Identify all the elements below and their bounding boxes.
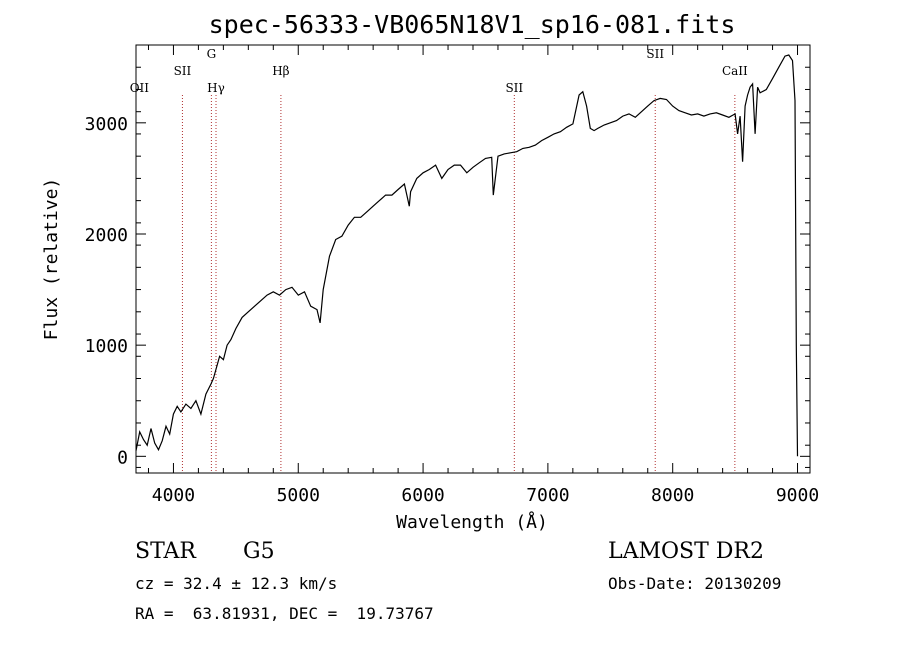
object-subclass: G5 (243, 539, 275, 564)
plot-frame (135, 44, 811, 474)
x-tick-label: 5000 (277, 485, 320, 506)
object-class: STAR (135, 539, 196, 564)
y-tick-label: 2000 (85, 225, 128, 246)
x-tick-label: 8000 (651, 485, 694, 506)
observation-date: Obs-Date: 20130209 (608, 574, 782, 593)
x-tick-label: 7000 (526, 485, 569, 506)
y-tick-label: 3000 (85, 114, 128, 135)
spectral-line-label: SII (174, 64, 192, 78)
spectral-line-label: OII (130, 81, 150, 95)
y-tick-label: 0 (117, 447, 128, 468)
spectrum-line (135, 54, 799, 457)
redshift-velocity: cz = 32.4 ± 12.3 km/s (135, 574, 338, 593)
x-tick-label: 4000 (152, 485, 195, 506)
coordinates: RA = 63.81931, DEC = 19.73767 (135, 604, 434, 623)
survey-name: LAMOST DR2 (608, 539, 764, 564)
spectral-line-label: SII (646, 47, 664, 61)
x-axis-label: Wavelength (Å) (396, 511, 548, 533)
chart-title: spec-56333-VB065N18V1_sp16-081.fits (209, 10, 736, 39)
spectral-line-label: CaII (722, 64, 748, 78)
y-axis-label: Flux (relative) (41, 178, 62, 341)
spectral-line-label: Hγ (207, 81, 225, 95)
x-tick-label: 9000 (776, 485, 819, 506)
spectral-line-label: Hβ (272, 64, 289, 78)
spectral-line-label: SII (505, 81, 523, 95)
spectral-line-label: G (207, 47, 217, 61)
y-tick-label: 1000 (85, 336, 128, 357)
x-tick-label: 6000 (401, 485, 444, 506)
spectral-line-markers: OII SII G Hγ Hβ SII SII CaII (130, 47, 748, 473)
axis-ticks: 4000 5000 6000 7000 8000 9000 0 1000 2000 3000 (85, 45, 819, 506)
